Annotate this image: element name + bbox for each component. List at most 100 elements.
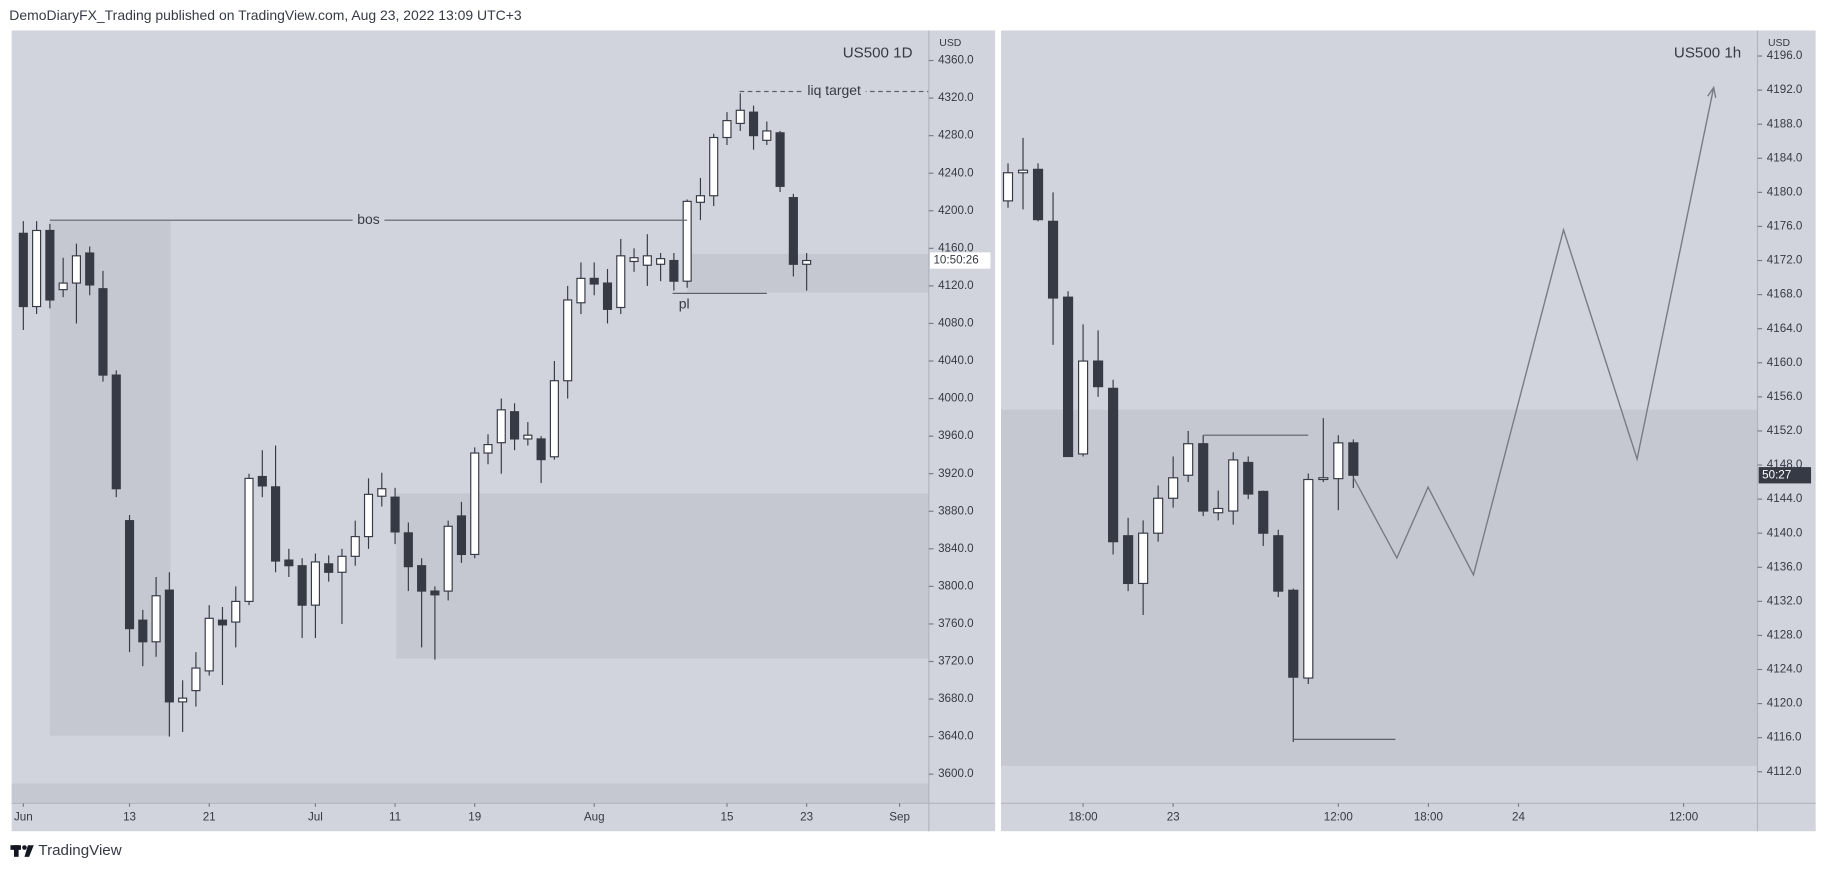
x-tick-label: 18:00 [1414, 810, 1444, 823]
candle-body [456, 515, 467, 556]
y-tick-label: 4112.0 [1767, 765, 1802, 778]
y-tick-label: 4116.0 [1767, 731, 1802, 744]
candle-body [1017, 169, 1029, 174]
y-tick-label: 4196.0 [1767, 49, 1803, 62]
y-tick-label: 4000.0 [938, 392, 974, 405]
x-tick-label: 12:00 [1669, 810, 1699, 823]
y-tick-label: 4160.0 [938, 241, 974, 254]
candle-body [430, 590, 440, 596]
annotation-label: bos [357, 211, 380, 227]
candle-body [762, 130, 772, 141]
zone [687, 253, 929, 293]
candle-body [244, 477, 254, 602]
candle-body [642, 255, 652, 266]
y-tick-label: 4172.0 [1767, 254, 1803, 267]
candle-body [629, 257, 639, 263]
x-tick-label: 18:00 [1069, 810, 1099, 823]
y-tick-label: 4160.0 [1767, 356, 1803, 369]
y-axis-unit: USD [1768, 38, 1791, 49]
y-tick-label: 3600.0 [938, 767, 974, 780]
candle-body [1258, 490, 1269, 534]
y-tick-label: 4184.0 [1767, 151, 1803, 164]
header-title: DemoDiaryFX_Trading published on Trading… [9, 7, 522, 23]
zone [1000, 409, 1758, 766]
candle-body [271, 486, 281, 562]
y-tick-label: 4192.0 [1767, 83, 1803, 96]
y-tick-label: 4280.0 [938, 129, 974, 142]
candle-body [1123, 535, 1134, 585]
candle-body [1228, 459, 1239, 512]
y-axis-unit: USD [939, 38, 962, 49]
x-tick-label: 24 [1512, 810, 1525, 823]
candle-body [656, 258, 666, 265]
y-tick-label: 3680.0 [938, 692, 974, 705]
annotation-label: liq target [807, 82, 861, 98]
annotation-label-bg [802, 82, 866, 99]
candle-body [1168, 477, 1179, 499]
candle-body [284, 559, 294, 567]
projection-path [1353, 87, 1715, 577]
candle-body [124, 520, 135, 630]
candle-body [403, 532, 413, 568]
candle-body [483, 443, 493, 454]
candle-body [788, 197, 798, 265]
candle-body [709, 136, 719, 197]
logo-part [24, 845, 34, 857]
y-tick-label: 4080.0 [938, 317, 974, 330]
candle-body [257, 475, 267, 487]
candle-body [1032, 168, 1044, 221]
candle-body [1318, 477, 1329, 481]
candle-body [85, 252, 95, 286]
candle-body [151, 595, 161, 643]
y-tick-label: 4120.0 [1767, 697, 1803, 710]
candle-body [324, 563, 334, 573]
candle-body [443, 525, 453, 592]
candle-body [722, 120, 732, 139]
candle-body [1093, 360, 1104, 388]
annotation-label: pl [679, 296, 690, 312]
x-tick-label: Aug [584, 810, 605, 823]
y-tick-label: 3880.0 [938, 504, 974, 517]
candle-body [735, 109, 745, 125]
x-tick-label: Jun [14, 810, 33, 823]
x-tick-label: Sep [889, 810, 910, 823]
y-tick-label: 3640.0 [938, 730, 974, 743]
y-tick-label: 4156.0 [1767, 390, 1803, 403]
chart-title: US500 1h [1674, 45, 1741, 62]
x-tick-label: 19 [468, 810, 481, 823]
candle-body [191, 667, 201, 692]
candle-body [111, 374, 121, 490]
candle-body [1333, 442, 1344, 480]
y-tick-label: 3960.0 [938, 429, 974, 442]
candle-body [138, 619, 148, 643]
candle-body [1153, 497, 1164, 534]
x-tick-label: 12:00 [1324, 810, 1354, 823]
candle-body [1213, 507, 1224, 514]
y-tick-label: 4144.0 [1767, 492, 1803, 505]
countdown-box [1758, 467, 1812, 484]
x-tick-label: 23 [800, 810, 813, 823]
candle-body [563, 299, 573, 382]
candle-body [1288, 589, 1299, 678]
candle-body [417, 565, 427, 592]
y-tick-label: 4164.0 [1767, 322, 1803, 335]
candle-body [1047, 220, 1059, 299]
logo-part [22, 845, 27, 850]
candle-body [217, 619, 228, 626]
y-tick-label: 4136.0 [1767, 560, 1803, 573]
countdown-box [929, 252, 991, 269]
candle-body [1138, 532, 1149, 585]
countdown-label: 50:27 [1762, 468, 1791, 481]
candle-body [18, 232, 28, 308]
tradingview-logo [10, 845, 34, 857]
candle-body [310, 561, 320, 606]
candle-body [1062, 296, 1074, 458]
candle-body [616, 255, 626, 309]
candle-body [350, 536, 360, 557]
y-tick-label: 4040.0 [938, 354, 974, 367]
y-tick-label: 4180.0 [1767, 185, 1803, 198]
candle-body [669, 259, 679, 282]
y-tick-label: 4320.0 [938, 91, 974, 104]
